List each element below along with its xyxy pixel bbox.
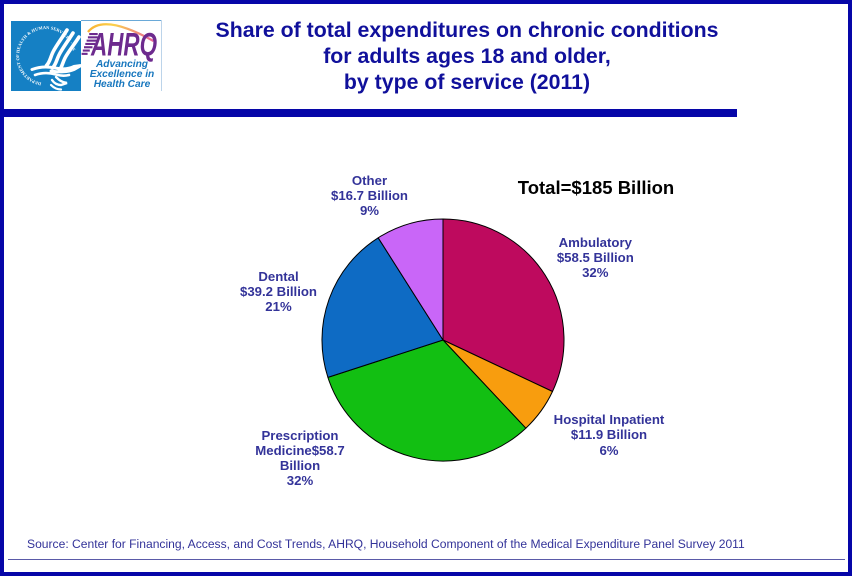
svg-text:Excellence in: Excellence in xyxy=(90,69,155,80)
svg-text:Health Care: Health Care xyxy=(94,79,151,90)
svg-text:Advancing: Advancing xyxy=(95,59,149,70)
svg-text:AHRQ: AHRQ xyxy=(90,27,157,63)
